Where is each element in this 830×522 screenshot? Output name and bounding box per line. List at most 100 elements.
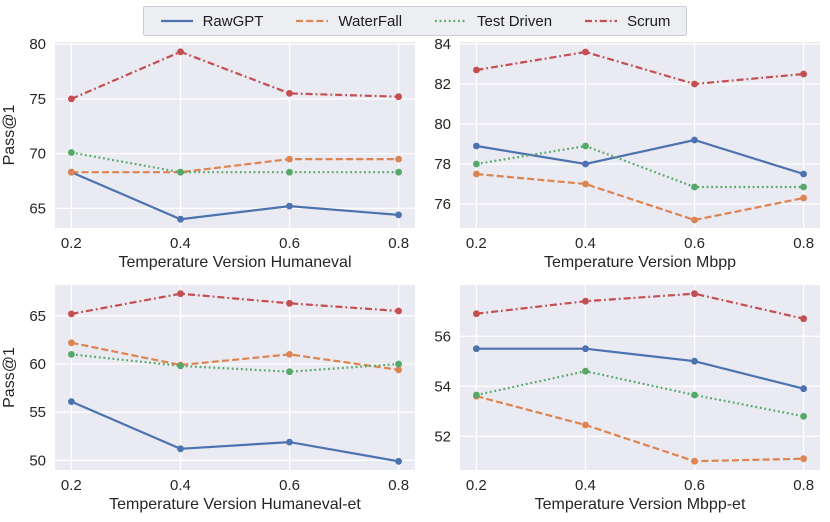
data-point <box>473 160 480 168</box>
series-line-rawgpt <box>70 171 399 221</box>
data-point <box>691 357 698 365</box>
gridlines <box>55 42 415 228</box>
series-line-test-driven <box>476 370 804 418</box>
data-point <box>395 307 402 315</box>
data-point <box>691 216 698 224</box>
legend-label: WaterFall <box>338 12 403 30</box>
y-tick-label: 82 <box>434 76 451 93</box>
data-point <box>800 170 807 178</box>
data-point <box>582 160 589 168</box>
series-line-scrum <box>476 50 804 86</box>
y-axis-label: Pass@1 <box>1 105 18 166</box>
data-point <box>68 398 75 405</box>
data-point <box>691 136 698 144</box>
data-point <box>286 368 293 376</box>
legend-item-scrum: Scrum <box>584 14 670 29</box>
dotted-line-icon <box>435 19 468 23</box>
x-tick-label: 0.4 <box>575 477 596 494</box>
subplot-humaneval-et: 50 55 60 65 0.2 0.4 0.6 0.8 Temperature Version … <box>1 285 415 513</box>
x-tick-label: 0.2 <box>466 235 487 252</box>
series-scrum <box>68 290 402 318</box>
data-point <box>286 90 293 97</box>
x-tick-label: 0.8 <box>388 235 409 252</box>
series-test-driven <box>68 149 402 176</box>
x-axis-label: Temperature Version Humaneval-et <box>109 496 361 513</box>
y-tick-label: 56 <box>434 328 451 345</box>
data-point <box>800 70 807 78</box>
data-point <box>68 149 75 156</box>
y-tick-label: 80 <box>29 36 46 53</box>
series-line-scrum <box>476 292 804 320</box>
y-tick-label: 52 <box>434 428 451 445</box>
x-axis-label: Temperature Version Humaneval <box>118 254 351 270</box>
x-tick-label: 0.4 <box>170 235 191 252</box>
data-point <box>582 142 589 150</box>
y-tick-label: 80 <box>434 116 451 133</box>
solid-line-icon <box>160 19 193 23</box>
data-point <box>582 345 589 353</box>
x-tick-label: 0.6 <box>279 235 300 252</box>
series-line-rawgpt <box>476 347 804 390</box>
x-tick-label: 0.4 <box>575 235 596 252</box>
data-point <box>582 367 589 375</box>
y-tick-label: 60 <box>29 356 46 373</box>
data-point <box>473 310 480 318</box>
series-line-rawgpt <box>70 400 399 463</box>
data-point <box>800 315 807 323</box>
data-point <box>582 421 589 429</box>
data-point <box>395 457 402 465</box>
series-scrum <box>473 290 807 323</box>
x-tick-label: 0.2 <box>61 235 82 252</box>
data-point <box>800 412 807 420</box>
data-point <box>177 362 184 370</box>
y-tick-label: 50 <box>29 452 46 469</box>
data-point <box>395 93 402 101</box>
subplot-humaneval: 65 70 75 80 0.2 0.4 0.6 0.8 Temperature Version … <box>1 36 415 270</box>
dashdot-line-icon <box>585 19 618 23</box>
series-line-test-driven <box>476 144 804 189</box>
data-point <box>286 351 293 358</box>
series-line-waterfall <box>71 341 399 371</box>
data-point <box>395 211 402 219</box>
data-point <box>286 299 293 307</box>
x-tick-label: 0.6 <box>684 235 705 252</box>
plot-area <box>55 42 415 228</box>
y-tick-label: 76 <box>434 196 451 213</box>
data-point <box>68 95 75 103</box>
y-tick-label: 84 <box>434 36 451 53</box>
data-point <box>800 455 807 463</box>
data-point <box>395 168 402 176</box>
x-tick-label: 0.2 <box>466 477 487 494</box>
data-point <box>473 345 480 353</box>
data-point <box>473 142 480 150</box>
y-tick-label: 55 <box>29 404 46 421</box>
series-line-waterfall <box>476 395 804 463</box>
series-waterfall <box>473 170 807 224</box>
data-point <box>395 360 402 368</box>
data-point <box>691 457 698 465</box>
y-tick-label: 65 <box>29 308 46 325</box>
x-axis-label: Temperature Version Mbpp-et <box>535 496 746 513</box>
data-point <box>582 297 589 305</box>
legend-item-test-driven: Test Driven <box>434 14 552 29</box>
legend-item-waterfall: WaterFall <box>295 14 402 29</box>
data-point <box>395 155 402 163</box>
data-point <box>286 202 293 210</box>
plot-area <box>460 42 820 228</box>
x-tick-label: 0.2 <box>61 477 82 494</box>
y-tick-label: 54 <box>434 378 451 395</box>
data-point <box>68 351 75 358</box>
subplot-mbpp: 76 78 80 82 84 0.2 0.4 0.6 0.8 Temperature Versio… <box>434 36 820 270</box>
data-point <box>177 48 184 56</box>
data-point <box>800 385 807 393</box>
legend-label: Test Driven <box>477 12 553 30</box>
data-point <box>691 183 698 191</box>
data-point <box>68 339 75 347</box>
data-point <box>582 180 589 188</box>
x-tick-label: 0.6 <box>279 477 300 494</box>
dashed-line-icon <box>296 19 329 23</box>
data-point <box>177 290 184 298</box>
y-tick-label: 70 <box>29 146 46 163</box>
y-tick-label: 78 <box>434 156 451 173</box>
